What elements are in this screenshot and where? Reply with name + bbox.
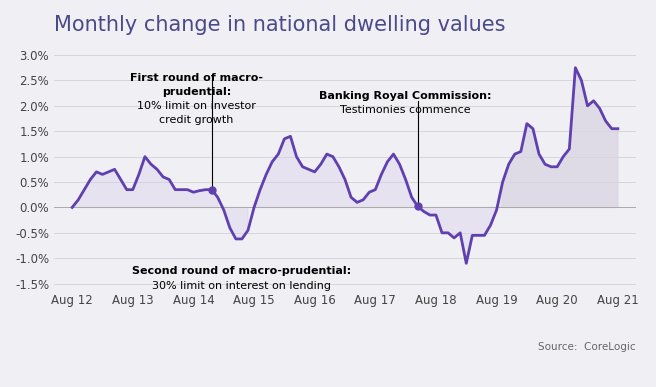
Text: 10% limit on investor: 10% limit on investor: [137, 101, 256, 111]
Text: Second round of macro-prudential:: Second round of macro-prudential:: [133, 266, 352, 276]
Text: Banking Royal Commission:: Banking Royal Commission:: [319, 91, 492, 101]
Text: Monthly change in national dwelling values: Monthly change in national dwelling valu…: [54, 15, 506, 35]
Text: 30% limit on interest on lending: 30% limit on interest on lending: [152, 281, 331, 291]
Text: prudential:: prudential:: [162, 87, 231, 97]
Text: Testimonies commence: Testimonies commence: [340, 105, 471, 115]
Text: Source:  CoreLogic: Source: CoreLogic: [539, 342, 636, 352]
Text: credit growth: credit growth: [159, 115, 234, 125]
Text: First round of macro-: First round of macro-: [130, 73, 263, 83]
Polygon shape: [497, 68, 618, 210]
